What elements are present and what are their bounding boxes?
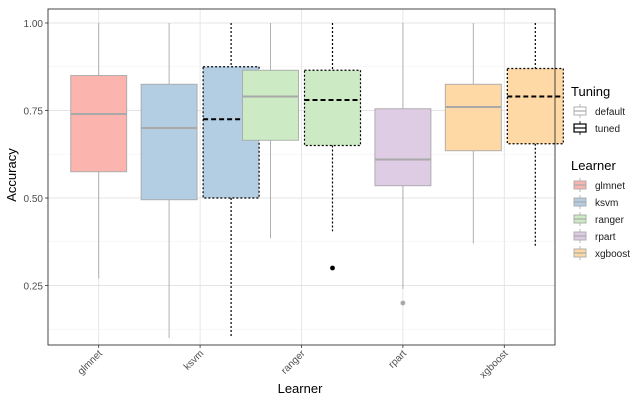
learner-legend-key-xgboost: [573, 246, 587, 260]
tuning-legend: Tuning default tuned: [571, 84, 625, 135]
box-xgboost-tuned: [506, 23, 564, 247]
outlier-point: [330, 265, 335, 271]
x-tick-label: xgboost: [478, 348, 511, 381]
y-tick-label: 0.50: [24, 194, 44, 205]
learner-legend-label-ksvm: ksvm: [595, 198, 618, 209]
tuning-legend-label-default: default: [595, 107, 625, 118]
tuning-legend-key-tuned: [573, 121, 587, 135]
y-tick-label: 1.00: [24, 19, 44, 30]
box-body: [303, 69, 362, 147]
box-ranger-default: [242, 23, 299, 239]
learner-legend-key-ranger: [573, 212, 587, 226]
learner-legend-key-ksvm: [573, 195, 587, 209]
plot-panel: [48, 9, 555, 345]
x-tick-label: ranger: [279, 348, 308, 377]
learner-legend-title: Learner: [571, 158, 616, 173]
y-tick-label: 0.75: [24, 107, 44, 118]
learner-legend-label-ranger: ranger: [595, 215, 625, 226]
box-body: [506, 67, 564, 145]
box-body: [242, 69, 299, 141]
learner-legend: Learner glmnet ksvm ranger rpart xgboost: [571, 158, 630, 260]
learner-legend-label-rpart: rpart: [595, 232, 616, 243]
y-axis-title: Accuracy: [4, 148, 19, 202]
tuning-legend-title: Tuning: [571, 84, 610, 99]
box-xgboost-default: [444, 23, 502, 244]
y-tick-label: 0.25: [24, 282, 44, 293]
box-body: [140, 83, 198, 201]
x-axis: glmnet ksvm ranger rpart xgboost: [76, 345, 511, 381]
outlier-point: [400, 300, 406, 306]
x-axis-title: Learner: [278, 381, 323, 396]
box-body: [374, 108, 432, 187]
learner-legend-key-glmnet: [573, 178, 587, 192]
x-tick-label: ksvm: [182, 348, 206, 372]
x-tick-label: rpart: [387, 348, 409, 370]
box-glmnet-default: [70, 23, 128, 279]
box-body: [70, 75, 128, 173]
box-ranger-tuned: [303, 23, 362, 271]
tuning-legend-key-default: [573, 104, 587, 118]
panel-border: [47, 8, 556, 346]
tuning-legend-label-tuned: tuned: [595, 124, 620, 135]
x-tick-label: glmnet: [76, 348, 105, 377]
y-axis: 0.25 0.50 0.75 1.00: [24, 19, 48, 293]
box-series: [70, 23, 564, 338]
box-body: [444, 83, 502, 152]
learner-legend-key-rpart: [573, 229, 587, 243]
box-rpart-default: [374, 23, 432, 306]
box-ksvm-default: [140, 23, 198, 338]
learner-legend-label-glmnet: glmnet: [595, 181, 625, 192]
learner-legend-label-xgboost: xgboost: [595, 249, 630, 260]
